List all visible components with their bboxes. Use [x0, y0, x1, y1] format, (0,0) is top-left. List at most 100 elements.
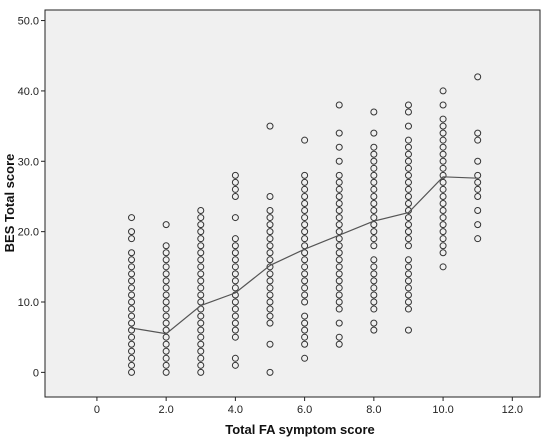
data-point — [370, 178, 378, 186]
data-point — [370, 270, 378, 278]
data-point — [197, 284, 205, 292]
data-point — [439, 164, 447, 172]
data-point — [439, 185, 447, 193]
data-point — [197, 270, 205, 278]
data-point — [301, 263, 309, 271]
data-point — [335, 277, 343, 285]
data-point — [439, 171, 447, 179]
data-point — [266, 221, 274, 229]
data-point — [439, 192, 447, 200]
data-point — [128, 326, 136, 334]
data-point — [404, 235, 412, 243]
data-point — [335, 200, 343, 207]
data-point — [301, 256, 309, 264]
data-point — [128, 235, 136, 243]
data-point — [231, 263, 239, 271]
data-point — [370, 157, 378, 165]
y-tick-label: 30.0 — [18, 156, 39, 168]
data-point — [162, 249, 170, 257]
data-point — [231, 361, 239, 369]
data-point — [162, 270, 170, 278]
data-point — [162, 305, 170, 313]
data-point — [404, 256, 412, 264]
data-point — [128, 333, 136, 341]
data-point — [370, 200, 378, 207]
x-axis-title: Total FA symptom score — [225, 422, 375, 437]
data-point — [439, 157, 447, 165]
data-point — [128, 340, 136, 348]
data-point — [404, 263, 412, 271]
data-point — [128, 270, 136, 278]
data-point — [370, 207, 378, 215]
data-point — [197, 368, 205, 376]
y-tick-label: 10.0 — [18, 297, 39, 309]
data-point — [197, 333, 205, 341]
data-point — [439, 87, 447, 95]
data-point — [474, 207, 482, 215]
data-point — [301, 178, 309, 186]
y-tick-label: 40.0 — [18, 86, 39, 98]
data-point — [404, 192, 412, 200]
data-point — [370, 164, 378, 172]
data-point — [301, 291, 309, 299]
x-tick-label: 10.0 — [432, 404, 453, 416]
data-point — [197, 312, 205, 320]
data-point — [128, 256, 136, 264]
data-point — [266, 214, 274, 222]
data-point — [231, 214, 239, 222]
data-point — [128, 228, 136, 236]
x-tick-label: 0 — [94, 404, 100, 416]
data-point — [231, 354, 239, 362]
data-point — [404, 270, 412, 278]
data-point — [335, 221, 343, 229]
data-point — [474, 185, 482, 193]
data-point — [335, 333, 343, 341]
data-point — [128, 368, 136, 376]
data-point — [197, 242, 205, 250]
data-point — [335, 129, 343, 137]
data-point — [231, 312, 239, 320]
data-point — [231, 277, 239, 285]
data-point — [266, 305, 274, 313]
data-point — [266, 228, 274, 236]
data-point — [370, 284, 378, 292]
data-point — [301, 319, 309, 327]
data-point — [197, 340, 205, 348]
data-point — [404, 157, 412, 165]
data-point — [439, 143, 447, 151]
data-point — [301, 284, 309, 292]
data-point — [474, 192, 482, 200]
data-point — [266, 312, 274, 320]
data-point — [266, 192, 274, 200]
data-point — [128, 319, 136, 327]
data-point — [197, 263, 205, 271]
data-point — [439, 101, 447, 109]
data-point — [370, 277, 378, 285]
data-point — [439, 235, 447, 243]
data-point — [335, 319, 343, 327]
data-point — [335, 157, 343, 165]
data-point — [128, 305, 136, 313]
data-point — [335, 305, 343, 313]
data-point — [197, 347, 205, 355]
data-point — [231, 171, 239, 179]
data-point — [439, 242, 447, 250]
data-point — [197, 249, 205, 257]
data-point — [439, 221, 447, 229]
mean-line — [131, 176, 478, 335]
data-point — [266, 284, 274, 292]
data-point — [335, 242, 343, 250]
data-point — [301, 185, 309, 193]
data-point — [335, 263, 343, 271]
data-point — [128, 347, 136, 355]
data-point — [404, 150, 412, 158]
data-point — [335, 214, 343, 222]
data-point — [474, 157, 482, 165]
data-point — [162, 242, 170, 250]
data-point — [197, 361, 205, 369]
data-point — [370, 108, 378, 116]
data-point — [404, 242, 412, 250]
data-point — [301, 333, 309, 341]
data-point — [370, 298, 378, 306]
